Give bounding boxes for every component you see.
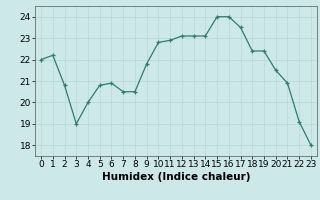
X-axis label: Humidex (Indice chaleur): Humidex (Indice chaleur) [102, 172, 250, 182]
